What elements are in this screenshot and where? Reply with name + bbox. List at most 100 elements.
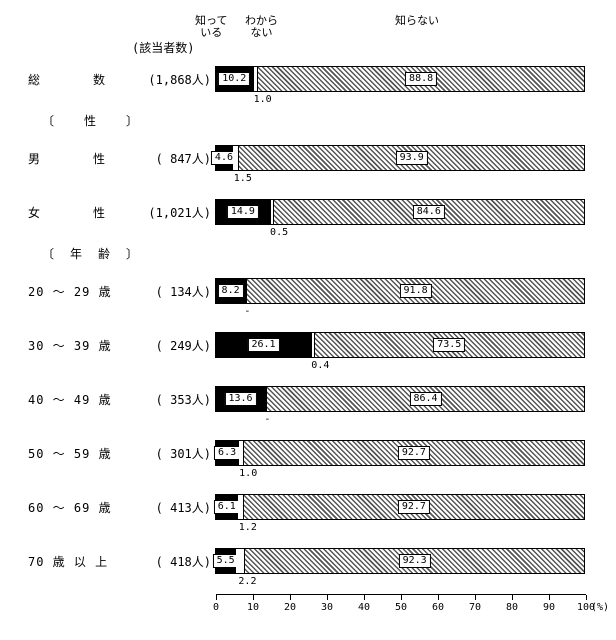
value-dk: 1.0 [254,94,272,105]
header-n-label: (該当者数) [132,39,194,56]
value-notknow: 91.8 [400,284,432,298]
axis-tick [586,595,587,600]
value-know: 13.6 [224,392,256,406]
data-row: 30 ～ 39 歳( 249人)26.173.50.4 [10,324,606,366]
seg-notknow: 84.6 [273,200,584,224]
row-label: 60 ～ 69 歳 [10,499,130,516]
value-notknow: 92.7 [398,500,430,514]
seg-know: 6.3 [216,441,239,465]
bar: 6.392.71.0 [215,440,585,466]
bar: 8.291.8- [215,278,585,304]
axis-tick [327,595,328,600]
seg-know: 26.1 [216,333,312,357]
data-row: 40 ～ 49 歳( 353人)13.686.4- [10,378,606,420]
row-label: 女 性 [10,204,130,221]
row-label: 50 ～ 59 歳 [10,445,130,462]
row-count: ( 847人) [130,150,215,167]
data-row: 20 ～ 29 歳( 134人)8.291.8- [10,270,606,312]
axis-tick-label: 100 [577,602,595,613]
section-header: 〔 性 〕 [42,112,606,129]
seg-notknow: 86.4 [266,387,584,411]
seg-know: 10.2 [216,67,254,91]
value-know: 6.3 [214,446,240,460]
value-dk: 0.5 [270,227,288,238]
axis-tick-label: 70 [469,602,481,613]
data-row: 女 性(1,021人)14.984.60.5 [10,191,606,233]
axis-tick-label: 30 [321,602,333,613]
seg-notknow: 92.3 [244,549,584,573]
row-label: 20 ～ 29 歳 [10,283,130,300]
seg-notknow: 93.9 [238,146,584,170]
value-know: 5.5 [213,554,239,568]
value-notknow: 92.3 [399,554,431,568]
value-notknow: 84.6 [413,205,445,219]
axis-tick [475,595,476,600]
value-dk: - [264,414,270,425]
seg-notknow: 92.7 [243,495,584,519]
axis-tick [364,595,365,600]
seg-know: 4.6 [216,146,233,170]
row-label: 40 ～ 49 歳 [10,391,130,408]
axis-tick-label: 80 [506,602,518,613]
bar: 13.686.4- [215,386,585,412]
legend-dk: わからない [245,15,278,39]
row-count: (1,021人) [130,204,215,221]
value-know: 6.1 [214,500,240,514]
axis-tick-label: 50 [395,602,407,613]
axis-tick-label: 10 [247,602,259,613]
bar: 6.192.71.2 [215,494,585,520]
axis-tick [216,595,217,600]
axis-tick [512,595,513,600]
value-know: 10.2 [218,72,250,86]
value-notknow: 86.4 [409,392,441,406]
seg-notknow: 73.5 [314,333,584,357]
legend-know: 知っている [195,15,227,39]
data-row: 総 数(1,868人)10.288.81.0 [10,58,606,100]
row-label: 70 歳 以 上 [10,553,130,570]
axis-tick-label: 20 [284,602,296,613]
seg-know: 13.6 [216,387,266,411]
data-row: 50 ～ 59 歳( 301人)6.392.71.0 [10,432,606,474]
axis-tick-label: 60 [432,602,444,613]
axis-tick-label: 90 [543,602,555,613]
data-row: 男 性( 847人)4.693.91.5 [10,137,606,179]
data-row: 60 ～ 69 歳( 413人)6.192.71.2 [10,486,606,528]
seg-notknow: 92.7 [243,441,584,465]
value-dk: 1.0 [239,468,257,479]
row-count: (1,868人) [130,71,215,88]
value-dk: 1.5 [234,173,252,184]
legend-notknow: 知らない [395,15,439,27]
row-count: ( 301人) [130,445,215,462]
chart-container: 知っている わからない 知らない (該当者数) 総 数(1,868人)10.2 8… [0,0,616,634]
value-know: 14.9 [227,205,259,219]
seg-know: 8.2 [216,279,246,303]
row-label: 男 性 [10,150,130,167]
x-axis: (%) 0102030405060708090100 [216,594,586,624]
seg-know: 5.5 [216,549,236,573]
seg-notknow: 91.8 [246,279,584,303]
bar: 4.693.91.5 [215,145,585,171]
row-label: 総 数 [10,71,130,88]
bar: 10.288.81.0 [215,66,585,92]
row-count: ( 418人) [130,553,215,570]
axis-tick [438,595,439,600]
value-know: 26.1 [247,338,279,352]
axis-tick-label: 0 [213,602,219,613]
value-dk: 0.4 [311,360,329,371]
row-count: ( 134人) [130,283,215,300]
value-notknow: 88.8 [405,72,437,86]
axis-tick [549,595,550,600]
data-row: 70 歳 以 上( 418人)5.592.32.2 [10,540,606,582]
row-count: ( 413人) [130,499,215,516]
axis-tick [253,595,254,600]
bar: 14.984.60.5 [215,199,585,225]
row-count: ( 249人) [130,337,215,354]
seg-know: 14.9 [216,200,271,224]
row-count: ( 353人) [130,391,215,408]
value-notknow: 92.7 [398,446,430,460]
seg-dk [236,549,244,573]
value-dk: 2.2 [238,576,256,587]
axis-tick [290,595,291,600]
axis-tick-label: 40 [358,602,370,613]
bar: 26.173.50.4 [215,332,585,358]
